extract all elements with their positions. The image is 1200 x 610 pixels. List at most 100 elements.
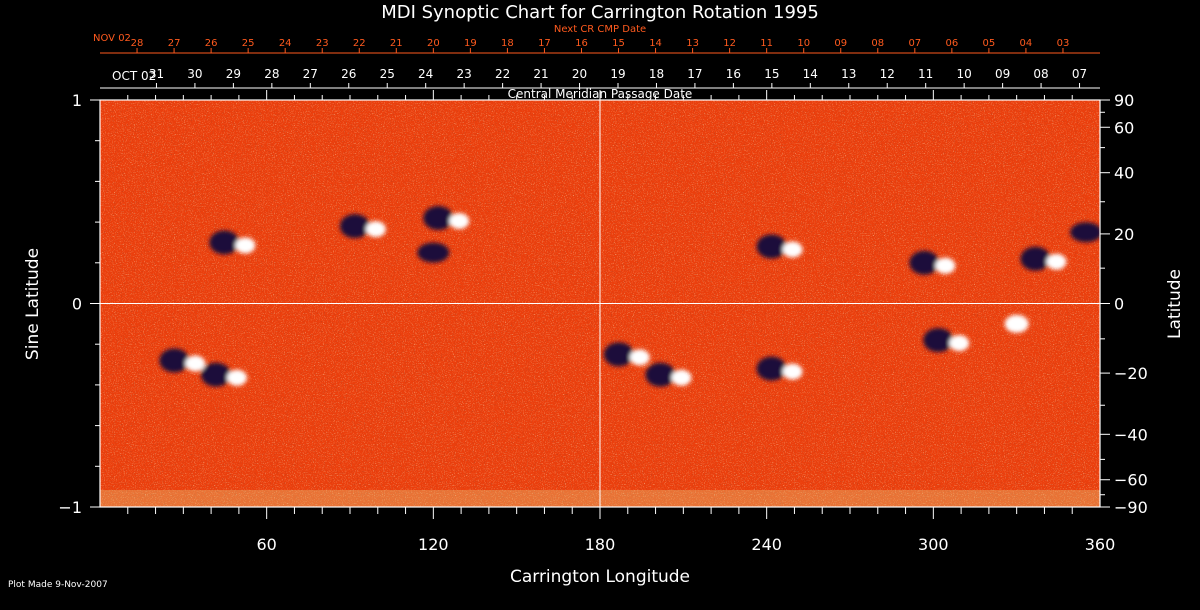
active-region-negative — [209, 230, 240, 255]
chart-title: MDI Synoptic Chart for Carrington Rotati… — [381, 2, 819, 23]
x-tick-label: 300 — [918, 535, 949, 554]
cmp-ticks-label: 11 — [918, 67, 933, 81]
active-region — [1004, 314, 1029, 333]
next-cr-ticks-label: 22 — [353, 38, 366, 49]
active-region-negative — [645, 362, 676, 387]
active-region-negative — [201, 362, 231, 387]
cmp-ticks-label: 25 — [380, 67, 395, 81]
cmp-ticks-label: 29 — [226, 67, 241, 81]
active-region — [1070, 222, 1100, 243]
cmp-ticks-label: 17 — [687, 67, 702, 81]
x-tick-label: 240 — [751, 535, 782, 554]
next-cr-ticks-label: 18 — [501, 38, 514, 49]
next-cr-ticks-label: 25 — [242, 38, 255, 49]
cmp-ticks-label: 20 — [572, 67, 587, 81]
cmp-ticks-label: 30 — [187, 67, 202, 81]
cmp-ticks-label: 26 — [341, 67, 356, 81]
cmp-ticks-label: 23 — [457, 67, 472, 81]
active-region-positive — [227, 369, 247, 386]
cmp-ticks-label: 18 — [649, 67, 664, 81]
active-region-positive — [1046, 253, 1067, 270]
next-cr-ticks-label: 21 — [390, 38, 403, 49]
next-cr-ticks-label: 08 — [871, 38, 884, 49]
y-tick-label-right: 0 — [1114, 295, 1124, 314]
active-region-negative — [909, 250, 940, 275]
next-cr-ticks-label: 14 — [649, 38, 662, 49]
active-region-positive — [949, 335, 970, 352]
next-cr-ticks-label: 06 — [945, 38, 958, 49]
x-tick-label: 120 — [418, 535, 449, 554]
next-cr-ticks-label: 17 — [538, 38, 551, 49]
next-cr-ticks-label: 07 — [908, 38, 921, 49]
y-tick-label-left: 1 — [72, 91, 82, 110]
y-tick-label-left: 0 — [72, 295, 82, 314]
y-axis-title-right: Latitude — [1165, 269, 1185, 339]
cmp-ticks-label: 13 — [841, 67, 856, 81]
y-tick-label-right: −20 — [1114, 364, 1148, 383]
cmp-ticks-label: 08 — [1033, 67, 1048, 81]
active-region-negative — [159, 348, 190, 373]
active-region-positive — [935, 257, 956, 274]
next-cr-ticks-label: 24 — [279, 38, 292, 49]
active-region-positive — [782, 363, 803, 380]
next-cr-ticks-label: 11 — [760, 38, 773, 49]
active-region-positive — [365, 221, 386, 238]
cmp-ticks-label: 28 — [264, 67, 279, 81]
next-cr-ticks-label: 13 — [686, 38, 699, 49]
next-cr-ticks-label: 16 — [575, 38, 588, 49]
active-region-negative — [923, 328, 954, 353]
next-cr-ticks-label: 04 — [1020, 38, 1033, 49]
next-cr-ticks-label: 26 — [205, 38, 218, 49]
active-region-positive — [449, 213, 470, 230]
x-tick-label: 180 — [585, 535, 616, 554]
next-cr-ticks-label: 09 — [834, 38, 847, 49]
active-region-positive — [185, 355, 206, 372]
x-tick-label: 60 — [256, 535, 276, 554]
cmp-start-label: OCT 02 — [112, 69, 156, 83]
next-cr-ticks-label: 10 — [797, 38, 810, 49]
active-region-positive — [629, 349, 650, 366]
cmp-ticks-label: 12 — [880, 67, 895, 81]
active-region-positive — [782, 241, 803, 258]
cmp-ticks-label: 21 — [533, 67, 548, 81]
cmp-ticks-label: 14 — [803, 67, 818, 81]
next-cr-axis: Next CR CMP Date NOV 02 28 27 26 25 24 23 22 21… — [93, 24, 1100, 54]
cmp-ticks-label: 31 — [149, 67, 164, 81]
cmp-ticks-label: 22 — [495, 67, 510, 81]
cmp-ticks-label: 10 — [957, 67, 972, 81]
y-tick-label-left: −1 — [58, 498, 82, 517]
y-tick-label-right: −60 — [1114, 471, 1148, 490]
cmp-ticks-label: 16 — [726, 67, 741, 81]
next-cr-start-label: NOV 02 — [93, 33, 131, 44]
active-region-negative — [603, 342, 634, 367]
next-cr-ticks-label: 23 — [316, 38, 329, 49]
active-region-negative — [423, 206, 454, 231]
active-region — [417, 242, 450, 263]
cmp-ticks-label: 07 — [1072, 67, 1087, 81]
x-axis-title: Carrington Longitude — [510, 567, 690, 587]
next-cr-ticks-label: 05 — [983, 38, 996, 49]
next-cr-ticks-label: 27 — [168, 38, 181, 49]
y-tick-label-right: 40 — [1114, 164, 1134, 183]
y-axis-title-left: Sine Latitude — [23, 248, 43, 360]
active-region-negative — [756, 234, 787, 259]
active-region-positive — [671, 369, 692, 386]
plot-made-note: Plot Made 9-Nov-2007 — [8, 580, 108, 590]
cmp-ticks-label: 09 — [995, 67, 1010, 81]
next-cr-ticks-label: 03 — [1057, 38, 1070, 49]
active-region-negative — [339, 214, 370, 239]
cmp-date-axis: OCT 02 Central Meridian Passage Date 31 3… — [100, 67, 1100, 101]
cmp-ticks-label: 19 — [610, 67, 625, 81]
y-tick-label-right: 60 — [1114, 118, 1134, 137]
next-cr-ticks-label: 19 — [464, 38, 477, 49]
active-region-negative — [1020, 246, 1051, 271]
y-tick-label-right: 20 — [1114, 225, 1134, 244]
next-cr-ticks-label: 15 — [612, 38, 625, 49]
y-tick-label-right: −90 — [1114, 498, 1148, 517]
x-tick-label: 360 — [1085, 535, 1116, 554]
y-tick-label-right: −40 — [1114, 425, 1148, 444]
cmp-ticks-label: 27 — [303, 67, 318, 81]
next-cr-ticks-label: 20 — [427, 38, 440, 49]
cmp-ticks-label: 15 — [764, 67, 779, 81]
y-tick-label-right: 90 — [1114, 91, 1134, 110]
